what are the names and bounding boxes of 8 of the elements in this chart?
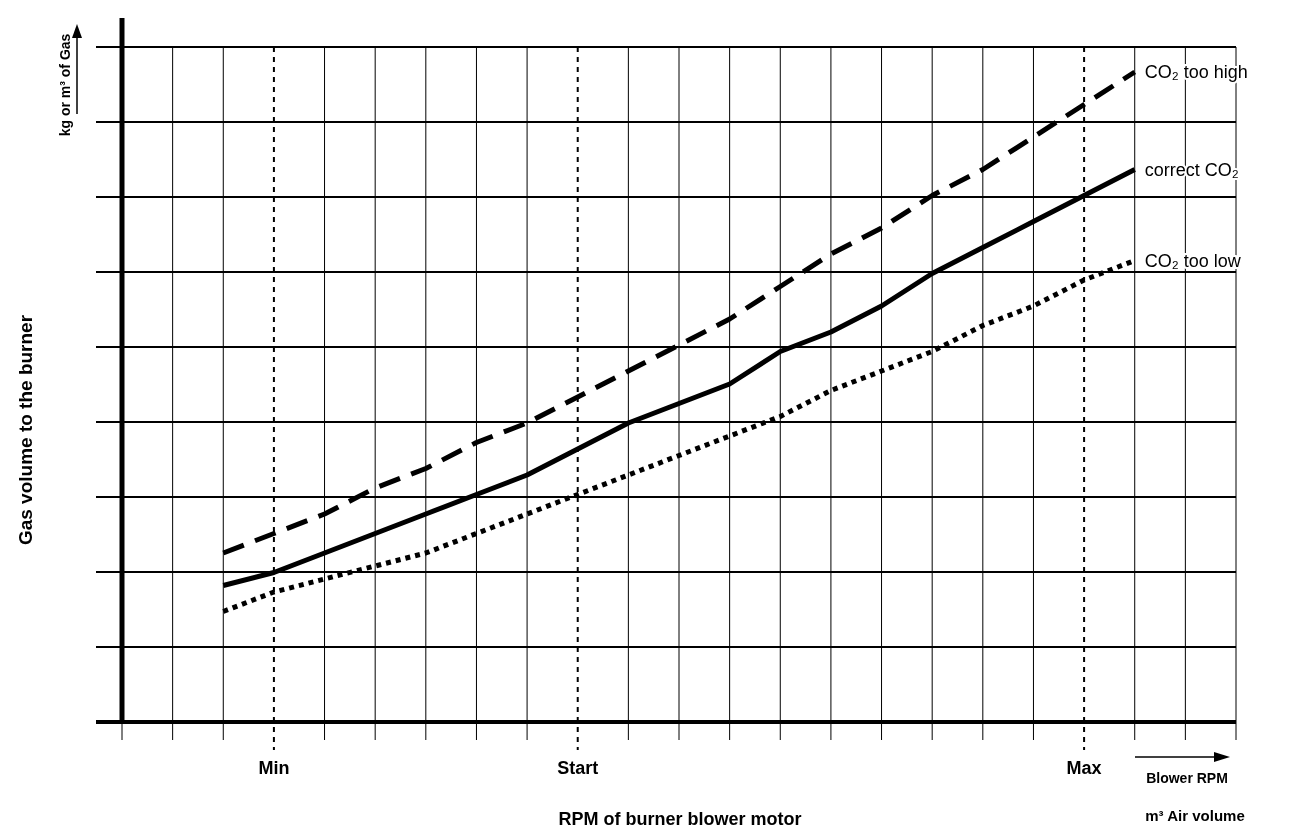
text: kg or m³ of Gas	[57, 33, 73, 137]
y-axis-title: Gas volume to the burner	[15, 314, 36, 546]
x-axis-title: RPM of burner blower motor	[558, 809, 802, 829]
x-tick-label: Max	[1066, 758, 1102, 778]
text: m³ Air volume	[1145, 807, 1245, 824]
text: Blower RPM	[1146, 770, 1228, 786]
x-tick-label: Start	[557, 758, 599, 778]
x-tick-label: Min	[258, 758, 290, 778]
